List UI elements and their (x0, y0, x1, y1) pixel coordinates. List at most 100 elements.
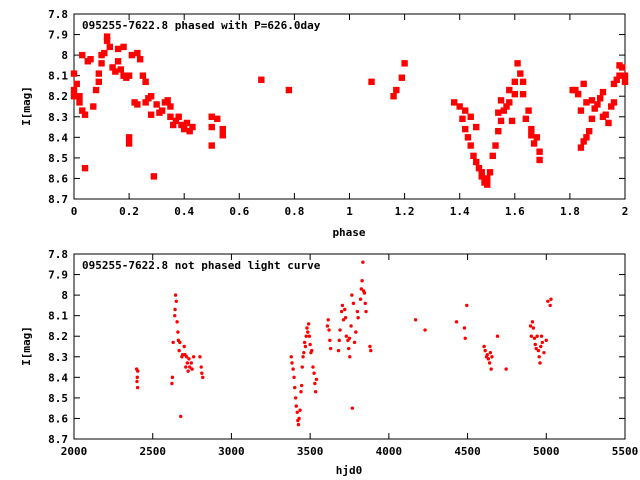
phased-data-point (497, 117, 505, 125)
phased-data-point (120, 43, 127, 51)
phased-data-point (583, 134, 590, 141)
unphased-data-point (182, 344, 186, 349)
phased-data-point (147, 111, 155, 118)
phased-data-point (106, 43, 114, 51)
unphased-data-point (290, 361, 294, 365)
phased-data-point (467, 113, 474, 120)
unphased-y-tick-label: 8.3 (48, 351, 68, 364)
unphased-data-point (359, 287, 364, 291)
unphased-data-point (179, 414, 183, 419)
unphased-data-point (190, 367, 194, 371)
phased-data-point (167, 113, 174, 120)
phased-data-point (511, 90, 518, 98)
unphased-data-point (293, 396, 298, 400)
unphased-data-point (173, 307, 177, 312)
unphased-data-point (463, 336, 467, 340)
phased-data-point (519, 90, 527, 98)
unphased-data-point (355, 309, 360, 314)
phased-data-point (486, 169, 494, 176)
unphased-data-point (289, 355, 293, 359)
unphased-data-point (348, 355, 352, 359)
phased-x-tick-label: 0.2 (119, 205, 139, 218)
unphased-data-point (184, 355, 189, 359)
phased-y-tick-label: 8.4 (48, 131, 68, 144)
unphased-data-point (546, 299, 550, 303)
phased-data-point (591, 105, 598, 112)
unphased-data-point (536, 348, 541, 353)
phased-data-point (610, 80, 618, 88)
phased-data-point (134, 49, 141, 57)
unphased-data-point (325, 324, 330, 328)
unphased-plot-frame (73, 253, 626, 440)
unphased-data-point (327, 328, 331, 332)
phased-data-point (142, 78, 149, 86)
unphased-data-point (540, 340, 545, 345)
unphased-data-point (482, 344, 486, 349)
phased-data-point (597, 95, 604, 102)
phased-data-point (492, 142, 499, 149)
unphased-data-point (361, 260, 365, 264)
phased-data-point (112, 68, 119, 75)
phased-data-point (181, 125, 188, 133)
phased-data-point (619, 64, 626, 71)
unphased-data-point (200, 371, 204, 375)
phased-y-tick-label: 8.3 (48, 111, 68, 124)
unphased-data-point (306, 322, 311, 326)
phased-data-point (214, 115, 221, 123)
unphased-data-point (173, 313, 177, 318)
phased-data-point (533, 134, 541, 141)
phased-data-point (475, 164, 483, 172)
unphased-data-point (362, 291, 367, 295)
unphased-y-tick-label: 8.2 (48, 330, 68, 343)
unphased-data-point (539, 334, 544, 338)
phased-y-tick-label: 8.5 (48, 152, 68, 165)
unphased-data-points (134, 260, 553, 427)
phased-data-point (134, 101, 141, 108)
phased-data-point (599, 88, 607, 96)
phased-y-tick-label: 8.7 (48, 193, 68, 206)
phased-y-tick-label: 7.9 (48, 29, 68, 42)
unphased-y-tick-label: 8 (61, 289, 68, 302)
unphased-data-point (465, 303, 469, 308)
unphased-y-tick-label: 7.9 (48, 269, 68, 282)
phased-y-tick-label: 7.8 (48, 8, 68, 21)
unphased-data-point (328, 346, 333, 351)
unphased-data-point (299, 383, 304, 388)
unphased-data-point (483, 348, 487, 353)
unphased-data-point (135, 379, 139, 384)
phased-data-point (577, 107, 585, 114)
phased-data-point (81, 164, 89, 172)
unphased-data-point (188, 365, 192, 369)
unphased-data-point (297, 416, 301, 421)
unphased-data-point (542, 350, 546, 355)
unphased-data-point (187, 357, 191, 361)
unphased-data-point (294, 404, 298, 408)
phased-data-point (473, 158, 480, 166)
phased-data-point (79, 107, 86, 114)
phased-data-point (473, 123, 480, 131)
unphased-data-point (302, 350, 306, 355)
phased-data-point (81, 111, 89, 118)
unphased-data-point (548, 303, 552, 308)
phased-data-point (393, 86, 400, 94)
unphased-data-point (490, 355, 494, 359)
unphased-chart-title: 095255-7622.8 not phased light curve (82, 259, 321, 272)
phased-data-point (500, 107, 507, 114)
unphased-data-point (136, 369, 140, 373)
phased-data-point (208, 123, 215, 131)
phased-x-axis: 0 0.2 0.4 0.6 0.8 1 1.2 1.4 1.6 1.8 2 (71, 14, 628, 218)
phased-data-point (114, 58, 122, 65)
unphased-data-point (544, 338, 548, 343)
unphased-data-point (135, 385, 140, 390)
phased-data-point (506, 99, 513, 106)
phased-data-point (125, 134, 133, 141)
unphased-data-point (328, 338, 332, 343)
unphased-data-point (300, 365, 304, 369)
phased-data-point (594, 101, 601, 108)
unphased-data-point (184, 365, 188, 369)
phased-x-tick-label: 1.6 (505, 205, 525, 218)
unphased-data-point (175, 320, 179, 324)
unphased-x-tick-label: 4000 (376, 445, 403, 458)
phased-data-point (514, 60, 521, 67)
unphased-data-point (174, 299, 179, 303)
